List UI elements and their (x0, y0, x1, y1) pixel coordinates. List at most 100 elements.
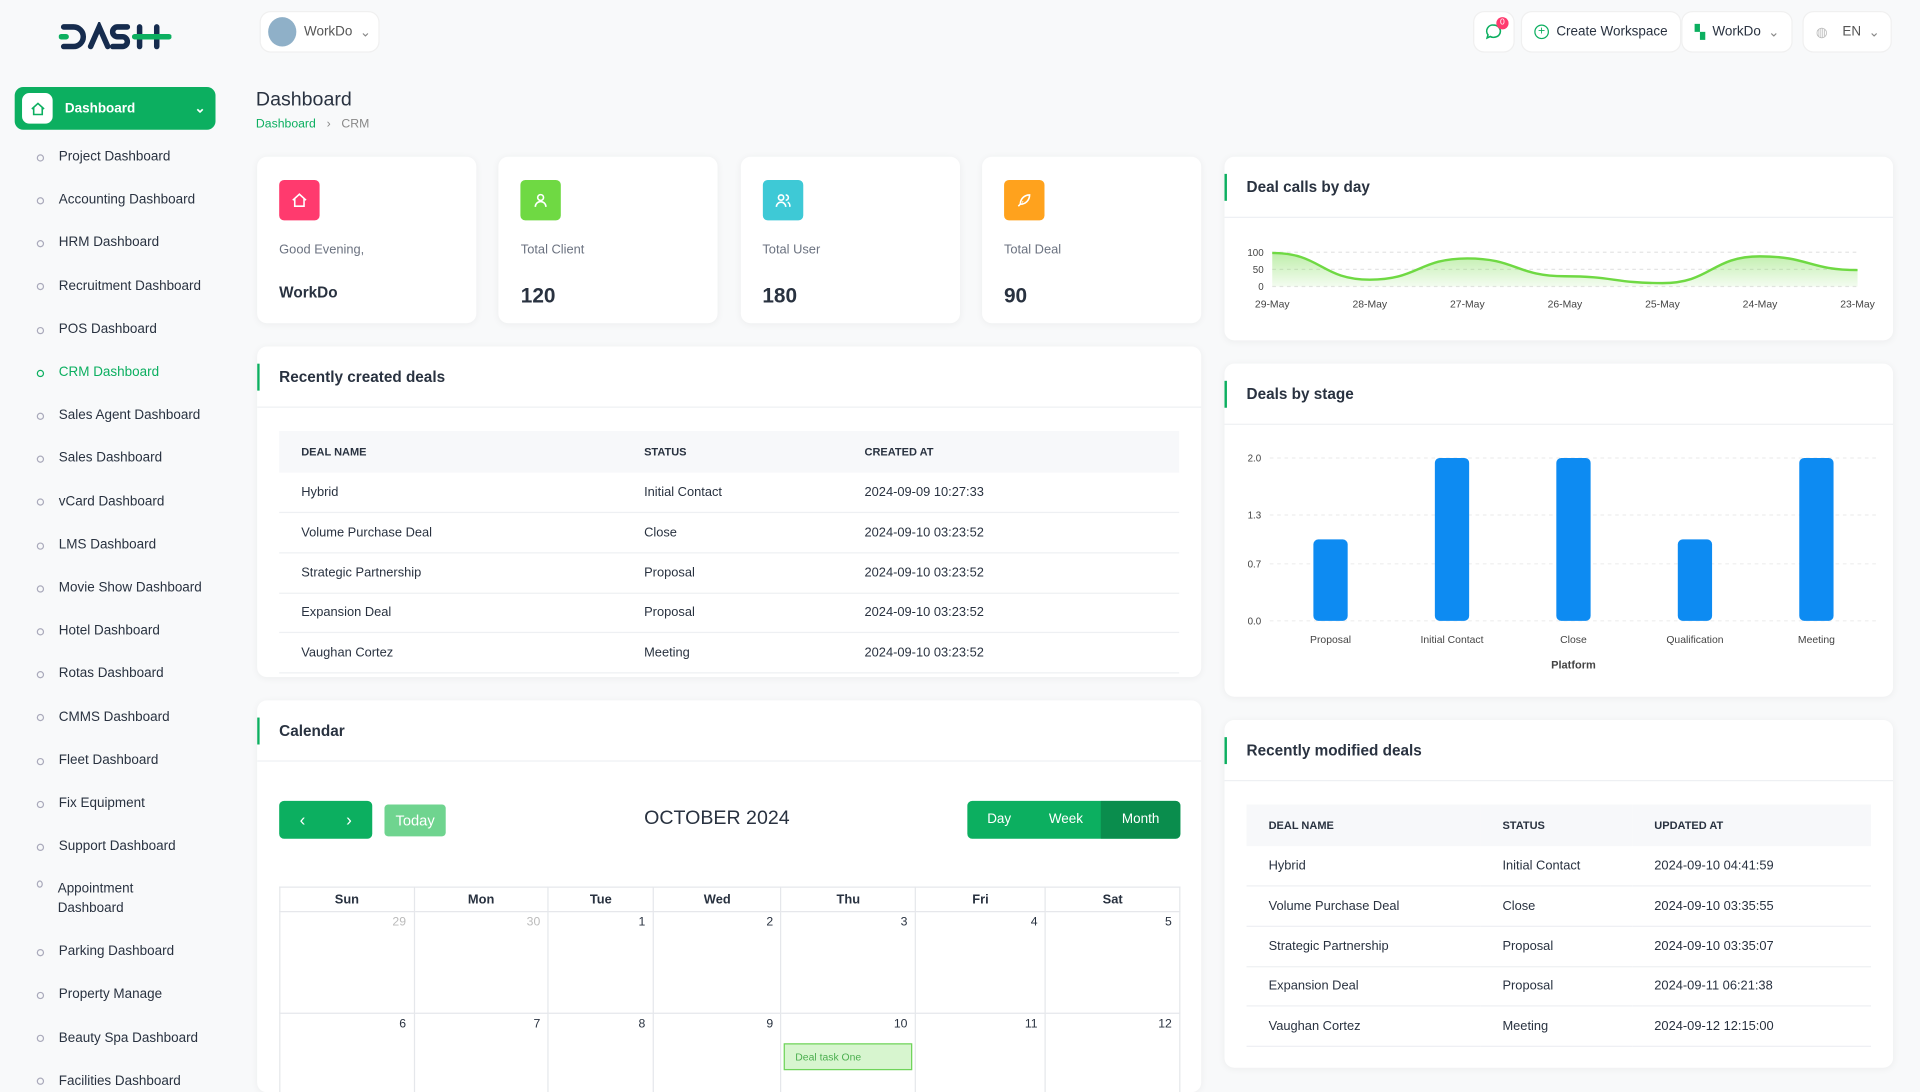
day-number: 11 (1024, 1017, 1038, 1032)
table-row[interactable]: Expansion Deal Proposal 2024-09-11 06:21:3… (1246, 966, 1872, 1007)
prev-month-button[interactable]: ‹ (299, 809, 306, 829)
users-icon (762, 180, 803, 221)
sidebar-item[interactable]: Appointment Dashboard (36, 880, 172, 919)
calendar-day[interactable]: 1 (547, 911, 654, 1014)
sidebar-item[interactable]: Hotel Dashboard (36, 622, 160, 641)
user-menu[interactable]: ▚ WorkDo ⌄ (1682, 12, 1792, 52)
sidebar-item[interactable]: POS Dashboard (36, 321, 157, 340)
stat-label: Total User (762, 242, 821, 258)
sidebar-item[interactable]: CMMS Dashboard (36, 708, 170, 727)
breadcrumb-dashboard[interactable]: Dashboard (255, 117, 316, 132)
table-cell: Vaughan Cortez (1246, 1006, 1481, 1047)
weekday-header: Mon (413, 886, 549, 913)
sidebar-item-label: CMMS Dashboard (58, 709, 170, 725)
calendar-day[interactable]: 9 (652, 1012, 782, 1092)
table-cell: Initial Contact (622, 472, 843, 514)
sidebar-item[interactable]: Facilities Dashboard (36, 1072, 181, 1091)
breadcrumb-crm: CRM (341, 117, 370, 132)
sidebar-item[interactable]: Fix Equipment (36, 795, 145, 814)
calendar-day[interactable]: 12 (1044, 1012, 1181, 1092)
workspace-selector[interactable]: WorkDo ⌄ (260, 12, 379, 52)
today-button[interactable]: Today (384, 804, 446, 837)
table-row[interactable]: Hybrid Initial Contact 2024-09-10 04:41:59 (1246, 846, 1872, 887)
view-day-button[interactable]: Day (987, 811, 1012, 827)
calendar-grid: Sun Mon Tue Wed Thu Fri Sat 29 30 1 2 3 4 5 6 7 8 9 10 Deal… (279, 886, 1181, 1092)
calendar-day[interactable]: 11 (914, 1012, 1047, 1092)
column-header: UPDATED AT (1632, 804, 1872, 847)
sidebar-item[interactable]: Fleet Dashboard (36, 752, 158, 771)
table-cell: Volume Purchase Deal (1246, 886, 1481, 927)
table-cell: Proposal (622, 552, 843, 594)
table-row[interactable]: Strategic Partnership Proposal 2024-09-10 … (1246, 926, 1872, 967)
sidebar-item[interactable]: Recruitment Dashboard (36, 277, 201, 296)
card-title: Recently modified deals (1224, 720, 1894, 782)
sidebar-item[interactable]: vCard Dashboard (36, 493, 164, 512)
bar (1556, 457, 1591, 621)
sidebar-item[interactable]: Movie Show Dashboard (36, 579, 202, 598)
sidebar-item-label: HRM Dashboard (58, 235, 160, 251)
sidebar-item[interactable]: Beauty Spa Dashboard (36, 1029, 199, 1048)
sidebar-item-label: Hotel Dashboard (58, 623, 160, 639)
sidebar-item[interactable]: Rotas Dashboard (36, 665, 164, 684)
circle-icon (36, 880, 44, 889)
table-cell: 2024-09-11 06:21:38 (1632, 966, 1872, 1007)
circle-icon (36, 991, 45, 1000)
sidebar-item-label: Beauty Spa Dashboard (58, 1030, 199, 1046)
calendar-day[interactable]: 29 (279, 911, 415, 1014)
sidebar-item[interactable]: Project Dashboard (36, 148, 170, 167)
x-tick-label: 26-May (1548, 299, 1583, 310)
home-icon (22, 93, 53, 124)
view-month-button[interactable]: Month (1100, 800, 1181, 839)
sidebar-item[interactable]: Sales Agent Dashboard (36, 407, 201, 426)
x-tick-label: 27-May (1450, 299, 1485, 310)
day-number: 1 (638, 915, 646, 930)
sidebar-item[interactable]: Sales Dashboard (36, 450, 162, 469)
x-tick-label: Qualification (1666, 635, 1723, 646)
sidebar-item[interactable]: LMS Dashboard (36, 536, 156, 555)
table-cell: Vaughan Cortez (279, 632, 623, 674)
calendar-day[interactable]: 2 (652, 911, 782, 1014)
table-row[interactable]: Volume Purchase Deal Close 2024-09-10 03:2… (279, 512, 1180, 554)
sidebar-item[interactable]: Support Dashboard (36, 838, 176, 857)
modified-deals-card: Recently modified deals DEAL NAME STATUS U… (1224, 720, 1894, 1068)
chevron-down-icon: ⌄ (1868, 25, 1880, 40)
table-cell: Strategic Partnership (279, 552, 623, 594)
calendar-day[interactable]: 6 (279, 1012, 415, 1092)
circle-icon (36, 369, 45, 377)
table-row[interactable]: Strategic Partnership Proposal 2024-09-10 … (279, 552, 1180, 594)
table-cell: 2024-09-10 04:41:59 (1632, 846, 1872, 887)
create-workspace-button[interactable]: + Create Workspace (1522, 12, 1680, 52)
sidebar-item-dashboard[interactable]: Dashboard ⌄ (14, 86, 216, 130)
circle-icon (36, 240, 45, 248)
day-number: 3 (900, 915, 908, 930)
modified-deals-table: DEAL NAME STATUS UPDATED AT Hybrid Initial C… (1246, 804, 1872, 1047)
sidebar-item[interactable]: HRM Dashboard (36, 234, 160, 253)
card-title: Deal calls by day (1224, 157, 1894, 218)
sidebar-item-label: POS Dashboard (58, 321, 157, 337)
table-row[interactable]: Volume Purchase Deal Close 2024-09-10 03:3… (1246, 886, 1872, 927)
table-row[interactable]: Hybrid Initial Contact 2024-09-09 10:27:33 (279, 472, 1180, 514)
calendar-day[interactable]: 5 (1044, 911, 1181, 1014)
y-tick-label: 0.7 (1248, 559, 1262, 570)
calendar-day[interactable]: 10 Deal task One (780, 1012, 917, 1092)
sidebar-item[interactable]: Accounting Dashboard (36, 191, 195, 210)
table-row[interactable]: Vaughan Cortez Meeting 2024-09-10 03:23:52 (279, 632, 1180, 674)
calendar-day[interactable]: 7 (413, 1012, 549, 1092)
calendar-day[interactable]: 30 (413, 911, 549, 1014)
calendar-day[interactable]: 8 (547, 1012, 654, 1092)
x-tick-label: Proposal (1310, 635, 1351, 646)
table-row[interactable]: Vaughan Cortez Meeting 2024-09-12 12:15:00 (1246, 1006, 1872, 1047)
calendar-day[interactable]: 4 (914, 911, 1047, 1014)
next-month-button[interactable]: › (346, 809, 352, 829)
messages-button[interactable]: 0 (1474, 12, 1514, 52)
logo[interactable] (58, 20, 172, 58)
view-week-button[interactable]: Week (1048, 811, 1084, 827)
calendar-event[interactable]: Deal task One (784, 1043, 913, 1071)
language-selector[interactable]: ◍ EN ⌄ (1803, 12, 1891, 52)
table-row[interactable]: Expansion Deal Proposal 2024-09-10 03:23:5… (279, 592, 1180, 634)
sidebar-item[interactable]: CRM Dashboard (36, 364, 159, 383)
calendar-day[interactable]: 3 (780, 911, 917, 1014)
apps-icon: ▚ (1694, 25, 1706, 40)
sidebar-item[interactable]: Parking Dashboard (36, 943, 174, 962)
sidebar-item[interactable]: Property Manage (36, 986, 162, 1005)
